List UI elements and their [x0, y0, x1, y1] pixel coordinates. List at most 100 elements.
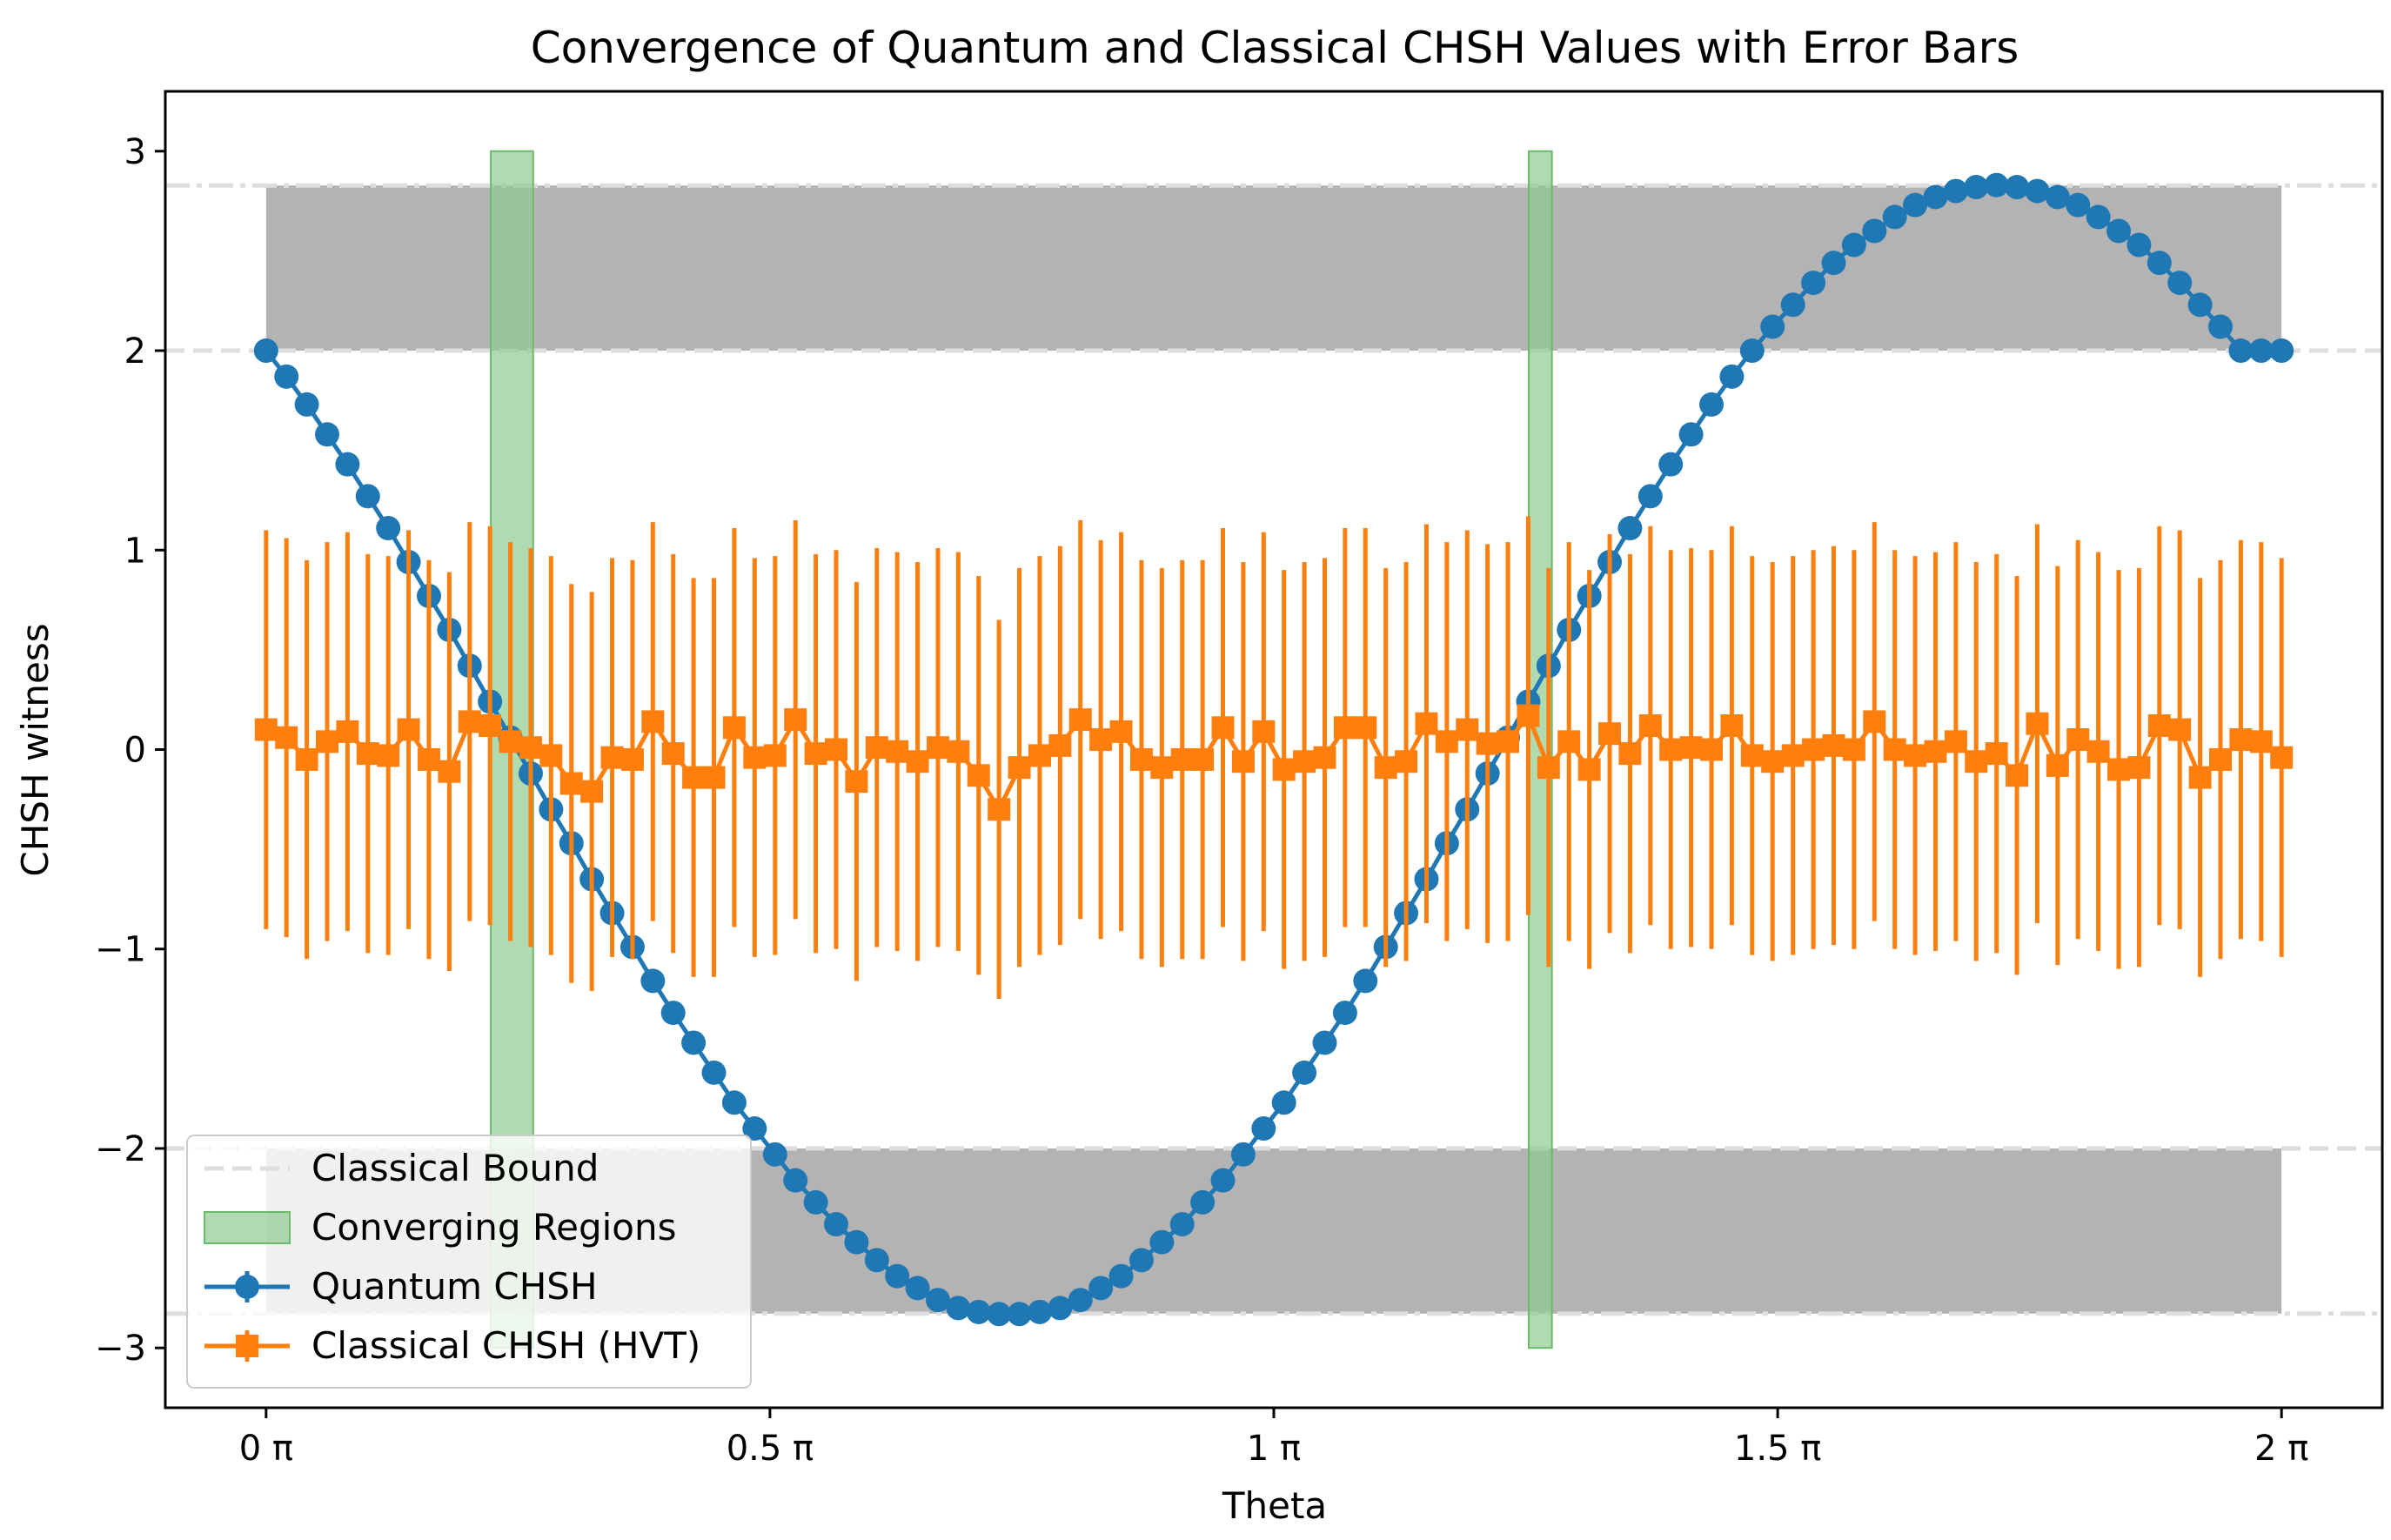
classical-point — [499, 730, 522, 753]
legend-swatch-converging-regions — [204, 1211, 291, 1244]
quantum-point — [681, 1030, 707, 1055]
classical-point — [1863, 710, 1886, 733]
quantum-point — [1210, 1168, 1236, 1193]
quantum-point — [315, 422, 340, 447]
quantum-point — [2167, 271, 2193, 296]
classical-point — [2086, 740, 2110, 763]
classical-point — [1985, 742, 2008, 766]
classical-point — [865, 736, 888, 760]
quantum-point — [2025, 178, 2050, 204]
classical-point — [1170, 747, 1194, 771]
classical-point — [1965, 750, 1988, 773]
quantum-point — [987, 1302, 1012, 1327]
classical-point — [1089, 728, 1113, 752]
classical-point — [275, 726, 298, 749]
y-tick-label: 1 — [124, 531, 146, 571]
classical-point — [947, 740, 970, 763]
classical-point — [1618, 742, 1642, 766]
quantum-point — [946, 1296, 971, 1321]
quantum-point — [1903, 192, 1928, 218]
quantum-point — [1739, 338, 1765, 364]
legend-label: Converging Regions — [311, 1206, 677, 1249]
classical-point — [926, 736, 949, 760]
classical-point — [316, 730, 339, 753]
classical-point — [1638, 713, 1662, 737]
quantum-point — [721, 1090, 747, 1115]
quantum-point — [1230, 1142, 1256, 1167]
quantum-point — [2147, 251, 2172, 276]
classical-point — [1557, 730, 1581, 753]
classical-point — [988, 798, 1011, 821]
y-tick-label: 2 — [124, 331, 146, 372]
classical-point — [2188, 766, 2212, 789]
classical-point — [1333, 716, 1356, 740]
classical-point — [1374, 756, 1397, 780]
quantum-point — [742, 1116, 767, 1142]
classical-point — [1802, 738, 1825, 761]
y-tick-label: −1 — [95, 930, 146, 970]
classical-point — [2270, 746, 2294, 769]
classical-point — [620, 747, 644, 771]
quantum-point — [1760, 314, 1785, 339]
legend-label: Quantum CHSH — [311, 1265, 598, 1308]
quantum-point — [2005, 175, 2030, 200]
quantum-point — [966, 1299, 991, 1324]
classical-point — [1272, 758, 1296, 781]
quantum-point — [1882, 204, 1907, 230]
y-tick-label: 3 — [124, 132, 146, 172]
quantum-point — [1108, 1263, 1134, 1289]
legend: Classical Bound Converging Regions Quantum… — [186, 1135, 752, 1389]
classical-point — [336, 720, 359, 743]
classical-point — [1537, 756, 1560, 780]
quantum-point — [2269, 338, 2294, 364]
quantum-point — [1638, 484, 1663, 509]
quantum-point — [1169, 1212, 1195, 1237]
quantum-point — [1332, 1001, 1357, 1026]
quantum-point — [1923, 184, 1948, 210]
classical-point — [519, 736, 542, 760]
classical-point — [479, 713, 502, 737]
quantum-point — [1088, 1276, 1114, 1301]
classical-point — [1924, 740, 1947, 763]
classical-point — [886, 740, 909, 763]
classical-point — [1435, 730, 1458, 753]
quantum-point — [864, 1248, 889, 1273]
classical-point — [356, 742, 379, 766]
quantum-point — [2228, 338, 2254, 364]
classical-point — [804, 742, 827, 766]
classical-point — [559, 772, 583, 795]
x-axis-label: Theta — [1222, 1484, 1327, 1527]
quantum-point — [1658, 452, 1684, 477]
classical-point — [2046, 753, 2069, 777]
classical-point — [2249, 730, 2273, 753]
quantum-point — [701, 1060, 727, 1085]
quantum-point — [640, 968, 666, 994]
classical-point — [417, 747, 440, 771]
classical-point — [2168, 718, 2192, 741]
quantum-point — [274, 364, 299, 389]
classical-point — [1395, 750, 1418, 773]
classical-point — [906, 750, 929, 773]
quantum-point — [660, 1001, 686, 1026]
x-tick-label: 2 π — [2254, 1429, 2308, 1469]
quantum-point — [824, 1212, 849, 1237]
classical-point — [1517, 704, 1540, 727]
quantum-point — [2066, 192, 2091, 218]
legend-swatch-classical-marker — [236, 1335, 258, 1357]
legend-box — [186, 1135, 752, 1389]
legend-label: Classical Bound — [311, 1147, 599, 1189]
quantum-point — [1149, 1229, 1175, 1255]
quantum-point — [1007, 1302, 1032, 1327]
quantum-point — [294, 392, 319, 417]
quantum-point — [1292, 1060, 1317, 1085]
quantum-point — [2086, 204, 2111, 230]
classical-point — [2208, 747, 2232, 771]
classical-point — [661, 742, 685, 766]
quantum-point — [905, 1276, 930, 1301]
quantum-point — [1068, 1288, 1093, 1313]
x-tick-label: 0 π — [239, 1429, 293, 1469]
classical-point — [1659, 738, 1683, 761]
y-axis-label: CHSH witness — [14, 623, 57, 876]
legend-label: Classical CHSH (HVT) — [311, 1324, 700, 1367]
